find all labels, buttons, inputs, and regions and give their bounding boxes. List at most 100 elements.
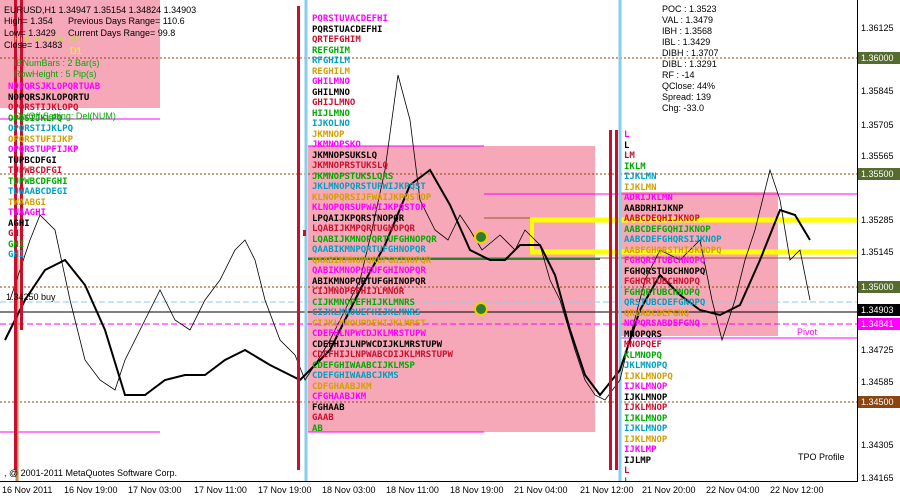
tpo-row: QRUABCDEFGNQ — [624, 308, 690, 319]
tpo-row: CFGHAABJKM — [312, 392, 367, 402]
close-label: Close= 1.3483 — [4, 40, 63, 50]
stat-spread: Spread: 139 — [662, 92, 712, 102]
tpo-row: FGHQRTUBCHNOPQ — [624, 287, 700, 298]
tpo-row: CIJKMNOPEFHIJKLMNRS — [312, 297, 415, 308]
session-bar-3b — [615, 130, 618, 470]
tpo-row: MNOPQEF — [624, 340, 662, 350]
tpo-row: KLNOPQRSUPWAIJKPQSTOP — [312, 203, 426, 213]
time-tick: 21 Nov 04:00 — [514, 485, 568, 495]
moving-average — [4, 168, 811, 397]
price-tick: 1.35565 — [861, 151, 894, 161]
time-axis[interactable]: 16 Nov 2011 16 Nov 19:00 17 Nov 03:00 17 No… — [0, 482, 858, 500]
tpo-row: IJKOLNO — [312, 119, 350, 129]
curr-range-label: Current Days Range= 99.8 — [68, 28, 176, 38]
time-tick: 17 Nov 11:00 — [194, 485, 247, 495]
tpo-row: FGHAAB — [312, 402, 345, 413]
poc-marker-1 — [474, 230, 488, 244]
tpo-row: QRSTUBCDEFGNOPQ — [624, 298, 706, 308]
tpo-column-3: L L LM IKLM IJKLMN IJKLMN ADRIJKLMN AABDRHIJKNP… — [624, 130, 722, 482]
prev-range-label: Previous Days Range= 110.6 — [68, 16, 185, 26]
price-tag: 1.35000 — [858, 281, 900, 293]
tpo-row: LPQAIJKPQRSTNOPQR — [312, 213, 405, 224]
tpo-row: IJKLMNOP — [624, 424, 668, 434]
time-tick: 16 Nov 2011 — [2, 485, 53, 495]
price-tag: 1.34500 — [858, 396, 900, 408]
tpo-row: AGHI — [8, 218, 30, 229]
tpo-row: CDEFGHIWAABCIJKLMSP — [312, 360, 415, 371]
price-tick: 1.34585 — [861, 377, 894, 387]
tpo-row: IJKLMNOP — [624, 403, 668, 413]
tpo-row: AB — [312, 423, 323, 434]
tpo-row: OPQRSTIJKLOPQ — [8, 103, 79, 113]
tpo-row: QABIKMNOPQRUFGHINOPQR — [312, 266, 426, 276]
tpo-row: CDEFHLNPWCDJKLMRSTUPW — [312, 329, 426, 339]
tpo-row: IJKLMNOP — [624, 382, 668, 392]
stat-ibl: IBL : 1.3429 — [662, 37, 711, 47]
tpo-row: JKMNOPSTUKSLQRS — [312, 171, 394, 182]
tpo-row: RFGHILM — [312, 56, 350, 66]
tpo-row: PQRSTUACDEFHI — [312, 24, 383, 35]
tpo-row: FGHQRSTUBCHNOPQ — [624, 256, 706, 266]
chart-area[interactable]: NOPQRSJKLOPQRTUAB NOPQRSJKLOPQRTU OPQRSTIJ… — [0, 0, 858, 482]
tpo-row: QAABIKMNPQRTUFGHNOPQR — [312, 245, 426, 255]
price-tick: 1.34165 — [861, 473, 894, 483]
stat-dibl: DIBL : 1.3291 — [662, 59, 717, 69]
indicator-name: TPO Profile — [798, 452, 845, 462]
tpo-row: FGHQRSTUBCHNOPQ — [624, 266, 706, 277]
tpo-row: TUPBCDFGI — [8, 155, 57, 166]
stat-dibh: DIBH : 1.3707 — [662, 48, 719, 58]
tpo-row: JKLMNOPQRSTUPWIJKPQST — [312, 182, 426, 192]
time-tick: 18 Nov 19:00 — [450, 485, 504, 495]
tpo-row: LM — [624, 151, 635, 161]
tpo-row: L — [624, 476, 630, 482]
tpo-row: AABCDEQHIJKNOP — [624, 214, 700, 224]
tpo-row: TUPWBCDFGI — [8, 166, 63, 176]
time-tick: 17 Nov 03:00 — [128, 485, 182, 495]
tpo-row: CDFGHAABJKM — [312, 381, 372, 392]
session-bar-3a — [609, 130, 612, 470]
tpo-row: CDEFHIJLNPWCDIJKLMRSTUPW — [312, 339, 443, 350]
tpo-row: IJLMP — [624, 455, 652, 466]
tpo-row: OPQRSTIJKLPQ — [8, 124, 74, 134]
buy-label: 1.34250 buy — [6, 292, 56, 302]
tpo-row: LQABIJKMPQRTUGNOPQR — [312, 224, 415, 234]
tpo-row: JKMNOPSUKSLQ — [312, 150, 378, 161]
tpo-row: GAAB — [312, 413, 334, 423]
tpo-row: QRTEFGHIM — [312, 35, 361, 45]
tpo-column-1: NOPQRSJKLOPQRTUAB NOPQRSJKLOPQRTU OPQRSTIJ… — [8, 82, 100, 261]
tpo-row: IJKLMN — [624, 172, 657, 182]
tpo-row: AABCDEFGQHIJKNOP — [624, 224, 711, 235]
tpo-row: PQRSTUVACDEFHI — [312, 14, 388, 24]
tpo-row: JKMNOP — [312, 129, 345, 140]
tpo-row: AABCDEFGHQRSIJKNOP — [624, 235, 722, 245]
hide-info-hint: Hide Info: Del(H) — [14, 34, 82, 44]
tpo-row: QAABIKMNOPQRUFGHINOPQR — [312, 255, 432, 266]
tpo-row: GHI — [8, 239, 25, 250]
session-bar-1b — [20, 0, 23, 330]
tpo-row: L — [624, 130, 630, 140]
tpo-row: KLMNOPQ — [624, 350, 662, 361]
tpo-row: OPQRSTUFIJKP — [8, 134, 74, 145]
price-tick: 1.35705 — [861, 120, 894, 130]
price-axis[interactable]: 1.36125 1.35845 1.35705 1.35565 1.35285 1.351… — [858, 0, 900, 483]
symbol-title: EURUSD,H1 1.34947 1.35154 1.34824 1.3490… — [4, 5, 197, 15]
stat-val: VAL : 1.3479 — [662, 15, 714, 25]
tpo-row: IJKLMP — [624, 445, 657, 455]
tpo-row: L — [624, 466, 630, 476]
time-tick: 18 Nov 03:00 — [322, 485, 376, 495]
price-tag: 1.35500 — [858, 168, 900, 180]
high-label: High= 1.354 — [4, 16, 53, 26]
tpo-row: MNOPQRS — [624, 329, 662, 340]
price-tag: 1.34903 — [858, 304, 900, 316]
tpo-row: KLNOPQRSIJFWAIJKPQSTOP — [312, 192, 432, 203]
stat-chg: Chg: -33.0 — [662, 103, 705, 113]
tpo-row: L — [624, 140, 630, 151]
stats-panel: POC : 1.3523 VAL : 1.3479 IBH : 1.3568 I… — [662, 4, 719, 114]
poc-marker-2 — [474, 302, 488, 316]
tpo-row: REFGHIM — [312, 45, 350, 56]
tpo-row: FGHQRTUBCHNOPQ — [624, 277, 700, 287]
price-tag: 1.34841 — [858, 318, 900, 330]
stat-rf: RF : -14 — [662, 70, 695, 80]
price-tick: 1.35285 — [861, 215, 894, 225]
tpo-row: AABDRHIJKNP — [624, 203, 684, 214]
